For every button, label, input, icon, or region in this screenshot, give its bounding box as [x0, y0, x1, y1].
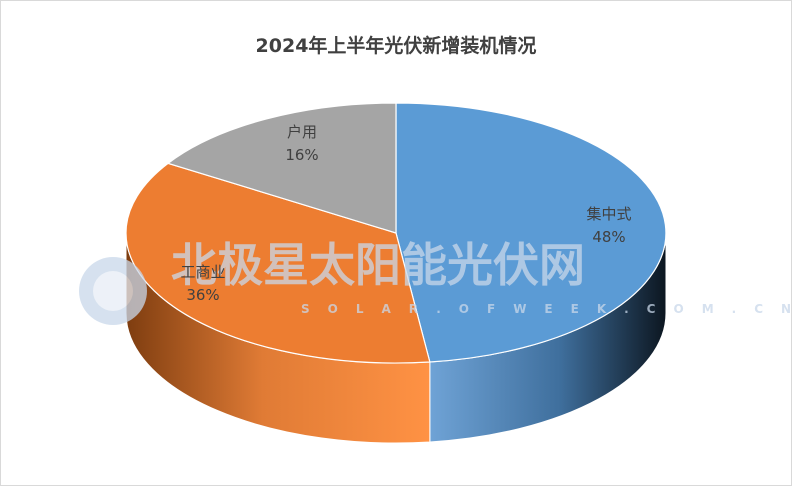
label-name-gongshangye: 工商业	[180, 263, 225, 281]
label-name-jizhongshi: 集中式	[586, 205, 631, 223]
slice-gongshangye	[125, 162, 431, 364]
chart-title: 2024年上半年光伏新增装机情况	[255, 35, 537, 57]
watermark-text: 北极星太阳能光伏网	[171, 238, 585, 292]
watermark-sub: SOLAR.OFWEEK.COM.CN	[301, 302, 791, 316]
watermark: 北极星太阳能光伏网 SOLAR.OFWEEK.COM.CN	[79, 238, 791, 325]
label-pct-jizhongshi: 48%	[592, 228, 625, 246]
watermark-logo-icon	[79, 257, 147, 325]
slice-huyong	[166, 102, 397, 234]
label-pct-huyong: 16%	[285, 146, 318, 164]
label-pct-gongshangye: 36%	[186, 286, 219, 304]
slice-jizhongshi	[395, 102, 667, 363]
label-name-huyong: 户用	[287, 123, 317, 141]
